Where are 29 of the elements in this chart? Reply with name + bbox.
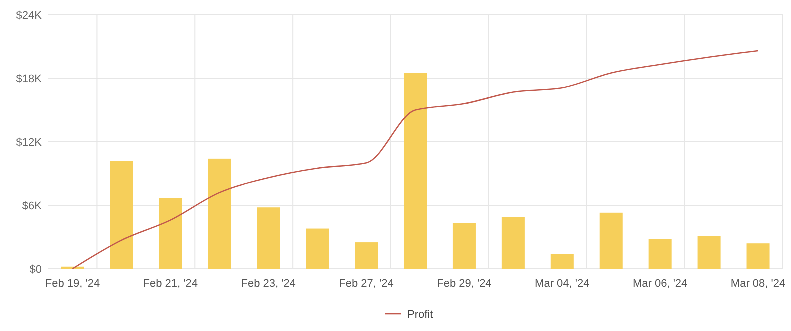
legend-label: Profit — [408, 308, 434, 321]
bar — [746, 244, 770, 269]
bar — [404, 73, 428, 269]
bar — [648, 239, 672, 269]
line-series — [72, 50, 759, 270]
y-tick-label: $18K — [16, 73, 43, 86]
bar — [208, 158, 232, 269]
bar — [550, 254, 574, 269]
bar — [600, 212, 623, 269]
bar — [306, 228, 330, 269]
bar — [502, 217, 525, 269]
bar — [110, 161, 134, 269]
y-tick-label: $12K — [16, 136, 43, 149]
x-tick-label: Mar 04, '24 — [535, 278, 590, 290]
x-tick-label: Feb 19, '24 — [45, 278, 100, 290]
y-tick-label: $6K — [22, 200, 43, 212]
bar — [698, 236, 721, 269]
bar — [159, 198, 182, 269]
bar — [257, 208, 280, 269]
bar — [452, 223, 476, 269]
x-tick-label: Feb 27, '24 — [339, 278, 394, 290]
x-tick-label: Feb 23, '24 — [241, 278, 296, 290]
x-tick-label: Feb 21, '24 — [143, 278, 198, 290]
bar — [355, 242, 378, 269]
y-tick-label: $0 — [30, 264, 42, 276]
x-tick-label: Mar 08, '24 — [730, 278, 786, 290]
y-tick-label: $24K — [16, 10, 43, 22]
x-tick-label: Mar 06, '24 — [632, 278, 688, 290]
x-tick-label: Feb 29, '24 — [437, 278, 492, 290]
